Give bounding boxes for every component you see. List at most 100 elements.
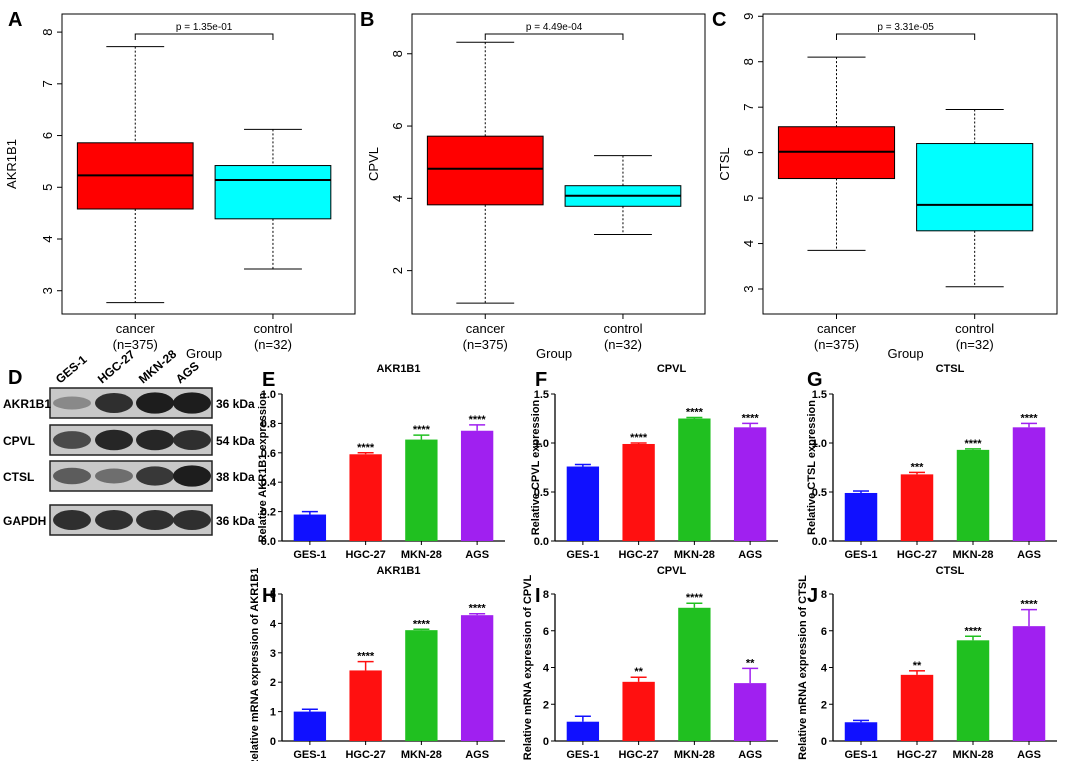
y-tick-label: 6: [390, 122, 405, 129]
significance-mark: ****: [686, 592, 704, 604]
group-n-label: (n=32): [956, 337, 994, 352]
x-tick-label: cancer: [116, 321, 156, 336]
significance-mark: ***: [911, 461, 925, 473]
panel-letter: J: [807, 585, 818, 607]
x-tick-label: GES-1: [844, 549, 877, 561]
x-tick-label: cancer: [466, 321, 506, 336]
bar-MKN-28: [678, 607, 711, 741]
y-tick-label: 8: [390, 50, 405, 57]
y-tick-label: 5: [270, 589, 276, 601]
blot-band: [53, 396, 91, 410]
significance-mark: ****: [357, 651, 375, 663]
significance-bracket: [484, 33, 624, 40]
y-axis-label: Relative mRNA expression of CPVL: [522, 575, 534, 761]
y-tick-label: 0.0: [261, 536, 276, 548]
y-tick-label: 6: [741, 149, 756, 156]
blot-band: [53, 467, 91, 485]
bar-AGS: [733, 683, 767, 741]
y-tick-label: 7: [741, 104, 756, 111]
box-cancer: [426, 135, 544, 206]
x-tick-label: HGC-27: [345, 549, 385, 561]
bar-AGS: [460, 615, 494, 741]
x-tick-label: GES-1: [566, 549, 599, 561]
y-tick-label: 4: [543, 663, 550, 675]
blot-band: [136, 429, 174, 451]
significance-mark: ****: [413, 618, 431, 630]
group-n-label: (n=375): [463, 337, 508, 352]
y-tick-label: 7: [40, 80, 55, 87]
y-axis-label: CTSL: [717, 147, 732, 180]
x-tick-label: GES-1: [293, 549, 326, 561]
protein-label: CTSL: [3, 470, 34, 484]
y-tick-label: 9: [741, 13, 756, 20]
significance-mark: **: [913, 660, 922, 672]
bar-panel-J: J CTSL 0 2 4 6 8 Relative mRNA expression of CT…: [797, 565, 1057, 761]
boxplot-panel-C: C 3 4 5 6 7 8 9 CTSL cancer(n=375) control(n=32) Gr…: [712, 9, 1058, 361]
bar-HGC-27: [622, 443, 655, 541]
chart-title: AKR1B1: [376, 565, 420, 577]
bar-panel-I: I CPVL 0 2 4 6 8 Relative mRNA expression of CP…: [522, 565, 778, 761]
significance-mark: ****: [357, 442, 375, 454]
y-tick-label: 6: [543, 626, 549, 638]
y-tick-label: 6: [821, 626, 827, 638]
x-tick-label: control: [603, 321, 642, 336]
box-control: [214, 165, 332, 220]
chart-title: CPVL: [657, 565, 687, 577]
y-tick-label: 4: [741, 240, 756, 247]
bar-MKN-28: [405, 630, 438, 741]
x-tick-label: GES-1: [293, 749, 326, 761]
y-tick-label: 1: [270, 707, 276, 719]
x-tick-label: HGC-27: [897, 549, 937, 561]
chart-title: AKR1B1: [376, 363, 420, 375]
y-tick-label: 4: [390, 195, 405, 202]
x-tick-label: AGS: [1017, 749, 1041, 761]
x-axis-label: Group: [186, 346, 222, 361]
blot-band: [95, 468, 133, 484]
blot-band: [53, 431, 91, 449]
lane-label: GES-1: [53, 352, 90, 386]
y-tick-label: 4: [821, 663, 828, 675]
kda-label: 54 kDa: [216, 434, 255, 448]
bar-HGC-27: [900, 674, 934, 741]
y-tick-label: 0.0: [534, 536, 549, 548]
blot-band: [136, 510, 174, 530]
x-tick-label: MKN-28: [674, 549, 715, 561]
significance-mark: **: [746, 657, 755, 669]
y-tick-label: 1.5: [812, 389, 827, 401]
chart-title: CPVL: [657, 363, 687, 375]
y-tick-label: 0.2: [261, 507, 276, 519]
x-axis-label: Group: [888, 346, 924, 361]
panel-letter: A: [8, 9, 22, 31]
x-tick-label: GES-1: [566, 749, 599, 761]
y-tick-label: 0.6: [261, 448, 276, 460]
x-tick-label: AGS: [465, 549, 489, 561]
bar-HGC-27: [622, 681, 655, 741]
bar-GES-1: [293, 514, 327, 541]
panel-letter: H: [262, 585, 276, 607]
panel-letter: G: [807, 369, 823, 391]
y-axis-label: Relative AKR1B1 expression: [257, 392, 269, 542]
chart-title: CTSL: [936, 363, 965, 375]
significance-mark: ****: [630, 432, 648, 444]
plot-frame: [762, 13, 1058, 315]
x-tick-label: MKN-28: [674, 749, 715, 761]
y-tick-label: 5: [741, 194, 756, 201]
y-tick-label: 8: [543, 589, 549, 601]
panel-letter: D: [8, 367, 22, 389]
bar-MKN-28: [956, 640, 990, 741]
y-tick-label: 5: [40, 184, 55, 191]
y-tick-label: 1.0: [534, 438, 549, 450]
y-tick-label: 4: [270, 618, 277, 630]
lane-label: AGS: [173, 359, 202, 386]
bar-HGC-27: [349, 670, 382, 741]
significance-mark: ****: [964, 625, 982, 637]
y-tick-label: 3: [741, 285, 756, 292]
group-n-label: (n=32): [254, 337, 292, 352]
y-tick-label: 8: [741, 58, 756, 65]
bar-AGS: [733, 427, 767, 541]
bar-GES-1: [293, 711, 327, 741]
chart-title: CTSL: [936, 565, 965, 577]
kda-label: 36 kDa: [216, 514, 255, 528]
